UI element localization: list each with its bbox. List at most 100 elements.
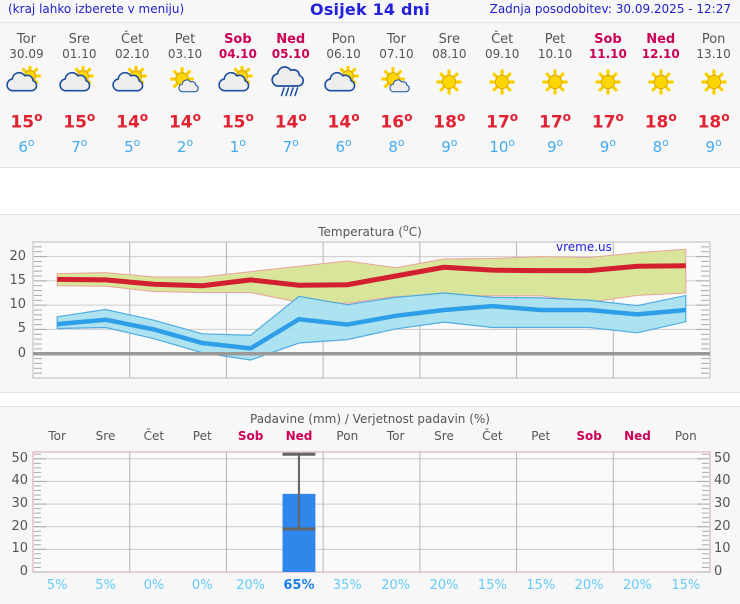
day-column-13[interactable]: Pon 13.10 18o 9o [687, 24, 740, 168]
precipitation-day-label-5: Ned [285, 429, 313, 443]
day-min-temperature: 8o [652, 135, 669, 156]
precipitation-probability-4: 20% [236, 578, 266, 593]
day-min-temperature: 9o [441, 135, 458, 156]
precipitation-day-label-7: Tor [386, 429, 405, 443]
precipitation-day-label-13: Pon [674, 429, 697, 443]
precipitation-day-label-9: Čet [482, 429, 503, 443]
precipitation-day-label-0: Tor [48, 429, 66, 443]
weather-icon-wrap [429, 66, 469, 98]
precipitation-y-tick-left-30: 30 [11, 496, 28, 512]
precipitation-chart-title: Padavine (mm) / Verjetnost padavin (%) [250, 412, 490, 426]
precipitation-probability-5: 65% [283, 578, 315, 593]
day-column-2[interactable]: Čet 02.10 14o 5o [106, 24, 159, 168]
day-date: 12.10 [641, 47, 680, 61]
weather-icon-wrap [271, 66, 311, 98]
precipitation-y-tick-left-20: 20 [11, 518, 28, 534]
day-column-7[interactable]: Tor 07.10 16o 8o [370, 24, 423, 168]
day-column-12[interactable]: Ned 12.10 18o 8o [634, 24, 687, 168]
day-column-8[interactable]: Sre 08.10 18o 9o [423, 24, 476, 168]
location-menu-hint: (kraj lahko izberete v meniju) [8, 2, 185, 16]
day-date: 10.10 [537, 47, 573, 61]
precipitation-probability-0: 5% [46, 578, 68, 593]
precipitation-y-tick-left-0: 0 [19, 564, 28, 579]
precipitation-chart-panel: Padavine (mm) / Verjetnost padavin (%) 0… [0, 407, 740, 600]
precipitation-y-tick-left-10: 10 [11, 541, 28, 557]
daily-forecast-strip: Tor 30.09 15o 6o Sre 01.10 15o 7o Čet 02.10 14o 5o P… [0, 24, 740, 168]
precipitation-probability-11: 20% [574, 578, 604, 593]
day-column-3[interactable]: Pet 03.10 14o 2o [159, 24, 212, 168]
sun-icon [542, 69, 568, 95]
day-column-1[interactable]: Sre 01.10 15o 7o [53, 24, 106, 168]
day-max-temperature: 15o [63, 110, 96, 133]
precipitation-probability-12: 20% [623, 578, 652, 593]
precipitation-day-label-3: Pet [192, 429, 212, 443]
sun-icon [700, 69, 727, 95]
partly-cloudy-icon [6, 64, 42, 92]
day-min-temperature: 9o [546, 135, 564, 156]
day-column-9[interactable]: Čet 09.10 17o 10o [476, 24, 529, 168]
day-name: Ned [646, 32, 676, 47]
weather-icon-wrap [323, 64, 364, 98]
day-min-temperature: 9o [705, 135, 722, 156]
weather-icon-wrap [641, 66, 681, 98]
precipitation-y-tick-right-0: 0 [714, 564, 723, 579]
day-min-temperature: 2o [176, 135, 194, 156]
temperature-panel-top-divider [0, 214, 740, 215]
day-min-temperature: 7o [71, 135, 88, 156]
day-max-temperature: 18o [644, 110, 677, 133]
precipitation-probability-1: 5% [95, 578, 116, 593]
partly-cloudy-icon [59, 64, 95, 92]
day-name: Tor [386, 32, 406, 47]
page-header: (kraj lahko izberete v meniju) Osijek 14… [0, 0, 740, 22]
day-min-temperature: 7o [282, 135, 299, 156]
precipitation-day-label-11: Sob [576, 429, 602, 443]
precipitation-probability-3: 0% [191, 578, 213, 593]
temperature-y-tick-10: 10 [9, 297, 26, 313]
last-updated-text: Zadnja posodobitev: 30.09.2025 - 12:27 [489, 2, 731, 16]
day-column-4[interactable]: Sob 04.10 15o 1o [211, 24, 264, 168]
day-date: 08.10 [432, 47, 467, 61]
day-date: 09.10 [484, 47, 520, 61]
day-column-10[interactable]: Pet 10.10 17o 9o [529, 24, 582, 168]
day-column-5[interactable]: Ned 05.10 14o 7o [264, 24, 317, 168]
day-date: 03.10 [167, 47, 203, 61]
day-max-temperature: 16o [380, 110, 413, 133]
day-min-temperature: 1o [229, 135, 246, 156]
day-min-temperature: 5o [124, 135, 141, 156]
day-name: Pet [174, 32, 196, 47]
precipitation-day-label-6: Pon [336, 429, 359, 443]
precipitation-day-label-12: Ned [624, 429, 651, 443]
precipitation-y-tick-right-10: 10 [714, 541, 731, 557]
precipitation-probability-7: 20% [381, 578, 411, 593]
header-divider [0, 22, 740, 23]
day-date: 05.10 [271, 47, 310, 61]
precipitation-y-tick-right-30: 30 [714, 496, 731, 512]
weather-icon-wrap [6, 64, 46, 98]
temperature-chart-svg [32, 241, 711, 379]
temperature-panel-bottom-divider [0, 392, 740, 393]
day-name: Tor [16, 32, 36, 47]
precipitation-probability-10: 15% [526, 578, 556, 593]
day-column-0[interactable]: Tor 30.09 15o 6o [0, 24, 53, 168]
weather-icon-wrap [535, 66, 575, 98]
day-max-temperature: 15o [10, 110, 43, 133]
day-name: Sob [594, 32, 622, 47]
precipitation-probability-13: 15% [671, 578, 701, 593]
day-max-temperature: 14o [274, 110, 307, 133]
day-max-temperature: 15o [221, 110, 254, 133]
weather-icon-wrap [218, 64, 258, 98]
day-column-11[interactable]: Sob 11.10 17o 9o [581, 24, 634, 168]
day-date: 04.10 [218, 47, 257, 61]
precipitation-y-tick-left-50: 50 [11, 450, 28, 466]
precipitation-day-label-10: Pet [531, 429, 551, 443]
temperature-chart-panel: Temperatura (oC) 0 5 10 15 20 [0, 215, 740, 393]
precipitation-panel-top-divider [0, 406, 740, 407]
sun-icon [595, 69, 621, 95]
day-min-temperature: 6o [18, 135, 35, 156]
precipitation-y-tick-right-40: 40 [714, 473, 731, 489]
weather-icon-wrap [112, 64, 152, 98]
precipitation-day-label-1: Sre [95, 429, 116, 443]
day-column-6[interactable]: Pon 06.10 14o 6o [317, 24, 370, 168]
sun-icon [436, 69, 463, 95]
day-max-temperature: 14o [168, 110, 202, 133]
